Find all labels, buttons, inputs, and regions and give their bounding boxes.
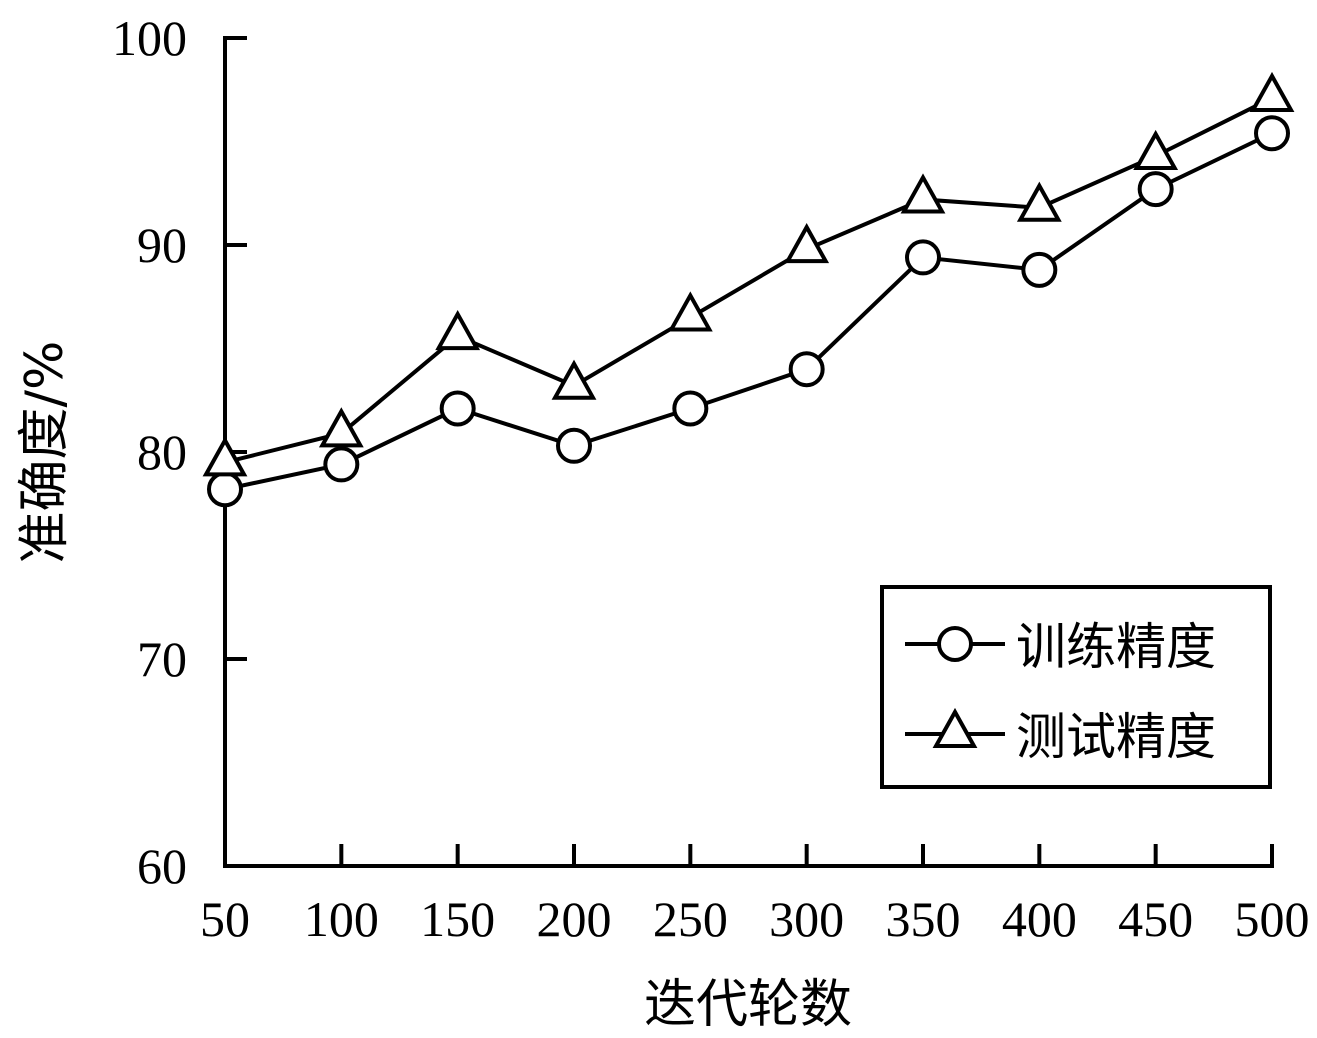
x-ticks: 50 100 150 200 250 300 350 400 450 500	[200, 844, 1310, 947]
series-layer	[202, 71, 1295, 508]
series-train	[207, 115, 1290, 508]
legend-triangle-marker-icon	[932, 707, 978, 748]
series-line	[224, 96, 1273, 465]
data-point-circle	[323, 446, 360, 483]
legend: 训练精度 测试精度	[880, 585, 1272, 789]
data-point-circle	[788, 351, 825, 388]
data-point-circle	[556, 427, 592, 464]
x-tick-label: 450	[1118, 891, 1193, 947]
data-point-circle	[1021, 251, 1058, 288]
data-point-triangle	[551, 359, 597, 400]
x-tick-label: 400	[1002, 891, 1077, 947]
data-point-circle	[905, 239, 941, 276]
legend-label-test: 测试精度	[1016, 708, 1216, 766]
y-tick-label: 80	[137, 424, 187, 480]
x-axis-title: 迭代轮数	[644, 975, 852, 1035]
y-tick-label: 100	[112, 10, 187, 66]
x-tick-label: 250	[653, 891, 728, 947]
data-point-triangle	[202, 436, 248, 477]
data-point-triangle	[318, 407, 364, 448]
x-tick-label: 100	[304, 891, 379, 947]
data-point-triangle	[1016, 181, 1062, 222]
y-tick-label: 90	[137, 217, 187, 273]
y-axis-title: 准确度/%	[15, 341, 75, 564]
x-tick-label: 300	[769, 891, 844, 947]
data-point-triangle	[1249, 71, 1295, 113]
data-point-circle	[672, 390, 709, 427]
data-point-triangle	[435, 309, 481, 351]
legend-entry-train: 训练精度	[905, 618, 1216, 676]
x-tick-label: 150	[420, 891, 495, 947]
data-point-circle	[1137, 171, 1174, 208]
data-point-triangle	[667, 291, 713, 332]
series-test	[202, 71, 1295, 477]
series-line	[224, 131, 1273, 492]
data-point-triangle	[1133, 129, 1179, 170]
y-ticks: 60 70 80 90 100	[112, 10, 247, 894]
legend-circle-marker-icon	[937, 626, 973, 662]
x-tick-label: 500	[1235, 891, 1310, 947]
legend-entry-test: 测试精度	[905, 707, 1216, 766]
data-point-triangle	[784, 223, 830, 264]
legend-label-train: 训练精度	[1016, 618, 1216, 676]
legend-box	[880, 585, 1272, 789]
y-tick-label: 60	[137, 838, 187, 894]
x-tick-label: 350	[886, 891, 961, 947]
y-tick-label: 70	[137, 631, 187, 687]
data-point-circle	[439, 390, 476, 427]
x-tick-label: 200	[537, 891, 612, 947]
data-point-triangle	[900, 173, 946, 214]
x-tick-label: 50	[200, 891, 250, 947]
data-point-circle	[1254, 115, 1290, 152]
data-point-circle	[207, 471, 243, 508]
